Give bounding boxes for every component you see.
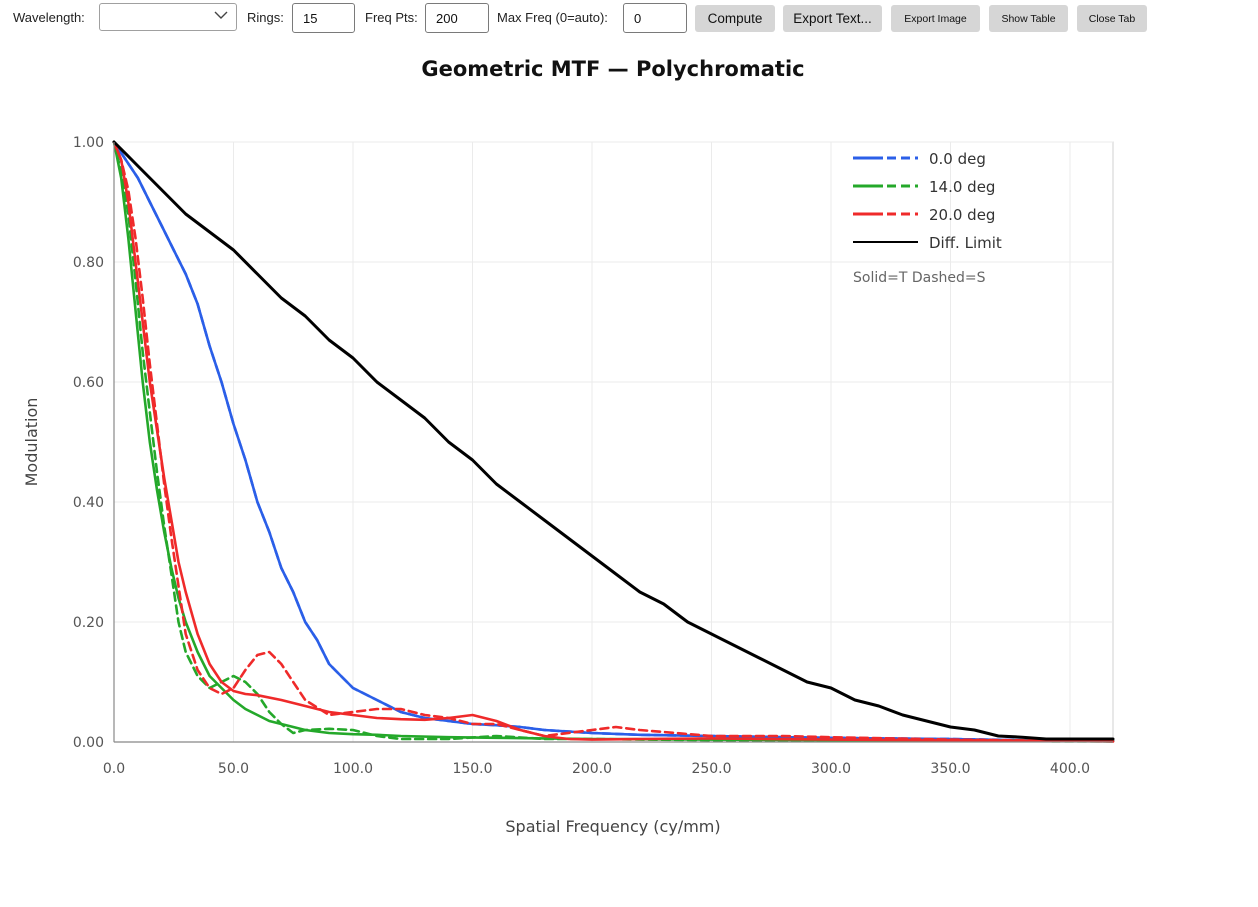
chevron-down-icon (214, 11, 228, 19)
compute-button[interactable]: Compute (695, 5, 775, 32)
export-image-button[interactable]: Export Image (891, 5, 980, 32)
x-tick-label: 150.0 (452, 761, 492, 777)
grid (113, 141, 1114, 743)
x-tick-label: 400.0 (1050, 761, 1090, 777)
series-line-20-0-deg-t (112, 140, 1115, 743)
show-table-button[interactable]: Show Table (989, 5, 1068, 32)
y-tick-label: 0.40 (73, 495, 104, 511)
x-tick-label: 50.0 (218, 761, 249, 777)
x-tick-label: 300.0 (811, 761, 851, 777)
plot-frame (113, 141, 1114, 743)
x-axis-label: Spatial Frequency (cy/mm) (505, 817, 720, 836)
series-line-14-0-deg-t (112, 140, 1115, 743)
x-tick-label: 200.0 (572, 761, 612, 777)
legend-note: Solid=T Dashed=S (853, 270, 986, 286)
freq-pts-input[interactable] (425, 3, 489, 33)
curves (112, 140, 1115, 743)
axes: 0.00 0.20 0.40 0.60 0.80 1.00 0.0 50.0 100.0 150.… (73, 135, 1113, 777)
y-axis-label: Modulation (22, 398, 41, 487)
rings-label: Rings: (247, 10, 284, 25)
max-freq-input[interactable] (623, 3, 687, 33)
legend-label: 0.0 deg (929, 150, 986, 168)
legend-label: Diff. Limit (929, 234, 1002, 252)
series-line-diff-limit (112, 140, 1115, 741)
legend-label: 14.0 deg (929, 178, 995, 196)
chart-title: Geometric MTF — Polychromatic (421, 57, 805, 81)
y-tick-label: 0.00 (73, 735, 104, 751)
freq-pts-label: Freq Pts: (365, 10, 418, 25)
x-tick-label: 0.0 (103, 761, 125, 777)
series-line-20-0-deg-s (112, 140, 1115, 743)
export-text-button[interactable]: Export Text... (783, 5, 882, 32)
y-tick-label: 0.20 (73, 615, 104, 631)
y-tick-label: 1.00 (73, 135, 104, 151)
rings-input[interactable] (292, 3, 355, 33)
x-tick-label: 100.0 (333, 761, 373, 777)
legend-label: 20.0 deg (929, 206, 995, 224)
max-freq-label: Max Freq (0=auto): (497, 10, 608, 25)
y-tick-label: 0.80 (73, 255, 104, 271)
x-tick-label: 250.0 (691, 761, 731, 777)
x-tick-label: 350.0 (930, 761, 970, 777)
series-line-0-0-deg-s (112, 140, 1115, 743)
legend: 0.0 deg 14.0 deg 20.0 deg Diff. Limit (853, 150, 1002, 252)
wavelength-select[interactable] (99, 3, 237, 31)
close-tab-button[interactable]: Close Tab (1077, 5, 1147, 32)
y-tick-label: 0.60 (73, 375, 104, 391)
series-line-14-0-deg-s (112, 140, 1115, 743)
wavelength-label: Wavelength: (13, 10, 85, 25)
toolbar: Wavelength: Rings: Freq Pts: Max Freq (0… (0, 0, 1258, 36)
series-line-0-0-deg-t (112, 140, 1115, 743)
